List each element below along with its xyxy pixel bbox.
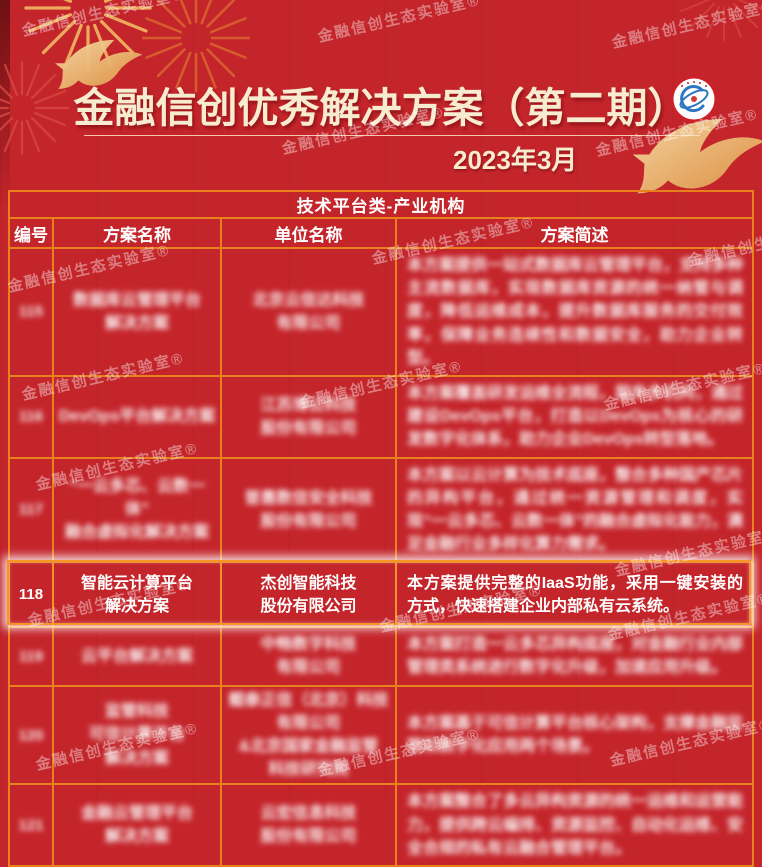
org-name: 杰创智能科技 股份有限公司 [260,574,357,615]
row-number: 119 [18,647,44,665]
table-section-header: 技术平台类-产业机构 [8,190,754,219]
column-header: 编号 [8,217,54,249]
solution-desc: 本方案整合了多云异构资源的统一运维和运营能力，提供跨云编排、资源监控、自动化运维… [407,793,744,857]
org-name: 北京云信达科技 有限公司 [252,291,365,332]
page-title: 金融信创优秀解决方案（第二期） [73,85,689,131]
org-name: 江苏博云科技 股份有限公司 [260,396,357,437]
firework-icon [677,0,762,41]
solution-desc: 本方案打造一云多芯异构底座，对金融行业内部管理类系统进行数字化升级，加速应用升级… [407,636,744,677]
edge-shadow [0,0,10,210]
row-number: 116 [18,408,44,426]
solution-name: 智能云计算平台 解决方案 [80,574,193,615]
table-row: 115 数据库云管理平台 解决方案 北京云信达科技 有限公司 本方案提供一站式数… [8,247,754,377]
table-row: 117 “一云多芯、云数一体” 融合虚拟化解决方案 普惠数信安全科技 股份有限公… [8,456,754,564]
solution-desc: 本方案以云计算为技术底座，整合多种国产芯片的异构平台，通过统一资源管理和调度，实… [407,466,744,554]
title-divider [84,135,700,136]
table-column-header-row: 编号 方案名称 单位名称 方案简述 [8,217,754,249]
solution-name: 金融云管理平台 解决方案 [80,804,193,846]
solution-desc: 本方案基于可信计算平台核心架构，支撑金融监管和数字化应用两个场景。 [407,714,744,755]
solution-name: 监管科技 可信计算平台 解决方案 [88,703,185,767]
column-header: 方案名称 [52,217,222,249]
firework-icon [0,60,70,156]
watermark-text: 金融信创生态实验室® [610,0,762,52]
solution-desc: 本方案提供一站式数据库云管理平台，支持多种主流数据库，实现数据库资源的统一纳管与… [407,257,744,367]
solution-desc: 本方案提供完整的IaaS功能，采用一键安装的方式，快速搭建企业内部私有云系统。 [407,574,743,615]
row-number: 117 [18,501,44,519]
solutions-table: 技术平台类-产业机构 编号 方案名称 单位名称 方案简述 115 数据库云管理平台 解… [8,190,754,867]
org-name: 鲲泰正信（北京）科技 有限公司 &北京国家金融监管 科技研究院 [228,691,389,779]
watermark-text: 金融信创生态实验室® [20,0,186,40]
solution-name: “一云多芯、云数一体” 融合虚拟化解决方案 [64,478,209,542]
issue-date: 2023年3月 [453,145,578,175]
table-row: 121 金融云管理平台 解决方案 云宏信息科技 股份有限公司 本方案整合了多云异… [8,783,754,867]
table-row: 118 智能云计算平台 解决方案 杰创智能科技 股份有限公司 本方案提供完整的I… [8,561,754,629]
column-header: 单位名称 [220,217,397,249]
row-number: 115 [18,303,44,321]
solution-name: DevOps平台解决方案 [58,408,216,426]
org-name: 云宏信息科技 股份有限公司 [260,804,357,846]
firework-icon [24,0,152,72]
row-number: 121 [18,816,44,834]
column-header: 方案简述 [395,217,754,249]
row-number: 118 [18,586,44,604]
watermark-text: 金融信创生态实验室® [316,0,482,46]
row-number: 120 [18,726,44,744]
table-row: 119 云平台解决方案 中畅数字科技 有限公司 本方案打造一云多芯异构底座，对金… [8,626,754,687]
table-row: 120 监管科技 可信计算平台 解决方案 鲲泰正信（北京）科技 有限公司 &北京… [8,684,754,786]
solution-desc: 本方案覆盖研发运维全流程，服务多机构，通过建设DevOps平台，打造以DevOp… [407,384,744,449]
solution-name: 数据库云管理平台 解决方案 [72,291,201,332]
org-name: 中畅数字科技 有限公司 [260,636,357,677]
solution-name: 云平台解决方案 [80,647,193,665]
org-name: 普惠数信安全科技 股份有限公司 [244,489,373,530]
lab-logo-icon [670,75,718,123]
table-row: 116 DevOps平台解决方案 江苏博云科技 股份有限公司 本方案覆盖研发运维… [8,374,754,459]
